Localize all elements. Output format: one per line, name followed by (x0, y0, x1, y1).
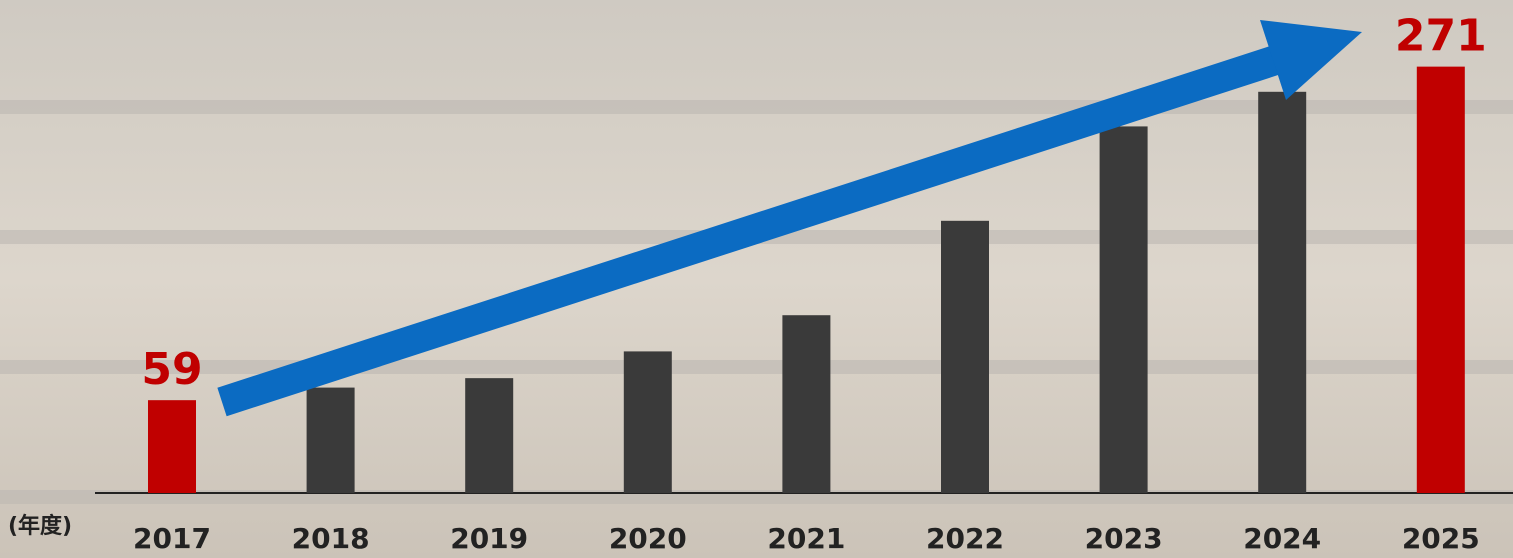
value-label: 59 (141, 344, 202, 395)
x-tick-label: 2018 (292, 522, 370, 555)
x-tick-label: 2021 (767, 522, 845, 555)
x-axis-label: (年度) (8, 513, 72, 539)
value-label: 271 (1395, 11, 1487, 62)
page: (年度) 2017 2018 2019 2020 2021 2022 2023 2024 202… (0, 0, 1513, 558)
bar (465, 378, 513, 493)
x-tick-label: 2024 (1243, 522, 1321, 555)
bar (941, 221, 989, 493)
bar (782, 315, 830, 493)
bar (148, 400, 196, 493)
bar (1258, 92, 1306, 493)
bar (1100, 126, 1148, 493)
x-tick-label: 2022 (926, 522, 1004, 555)
x-tick-label: 2017 (133, 522, 211, 555)
x-tick-label: 2025 (1402, 522, 1480, 555)
bar (624, 351, 672, 493)
bar (1417, 67, 1465, 493)
x-tick-label: 2019 (450, 522, 528, 555)
bar (307, 388, 355, 493)
x-tick-label: 2020 (609, 522, 687, 555)
chart: (年度) 2017 2018 2019 2020 2021 2022 2023 2024 202… (0, 0, 1513, 558)
x-tick-label: 2023 (1085, 522, 1163, 555)
